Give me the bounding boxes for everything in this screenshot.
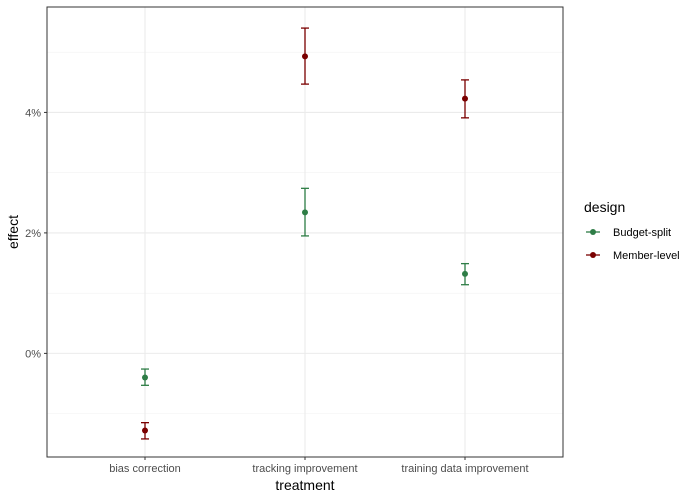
legend-item-0: Budget-split <box>586 227 671 239</box>
y-axis-ticks: 0% 2% 4% <box>25 107 47 360</box>
x-tick-label-2: training data improvement <box>401 463 528 475</box>
x-tick-label-1: tracking improvement <box>252 463 357 475</box>
y-axis-title: effect <box>5 215 21 249</box>
point-member-level-2 <box>462 95 468 102</box>
legend-label-1: Member-level <box>613 250 680 262</box>
point-member-level-0 <box>142 427 148 434</box>
legend-key-point-1 <box>590 252 596 258</box>
legend-item-1: Member-level <box>586 250 680 262</box>
point-budget-split-0 <box>142 374 148 381</box>
legend-key-point-0 <box>590 229 596 235</box>
x-tick-label-0: bias correction <box>109 463 181 475</box>
legend: Budget-split Member-level <box>586 227 680 262</box>
y-tick-label-2: 4% <box>25 107 41 119</box>
x-axis-ticks: bias correction tracking improvement train… <box>109 457 529 475</box>
point-budget-split-2 <box>462 270 468 277</box>
legend-title: design <box>584 199 625 215</box>
point-member-level-1 <box>302 53 308 60</box>
y-tick-label-1: 2% <box>25 228 41 240</box>
legend-label-0: Budget-split <box>613 227 671 239</box>
point-budget-split-1 <box>302 209 308 216</box>
y-tick-label-0: 0% <box>25 348 41 360</box>
data-marks <box>141 27 469 440</box>
x-axis-title: treatment <box>275 477 334 493</box>
